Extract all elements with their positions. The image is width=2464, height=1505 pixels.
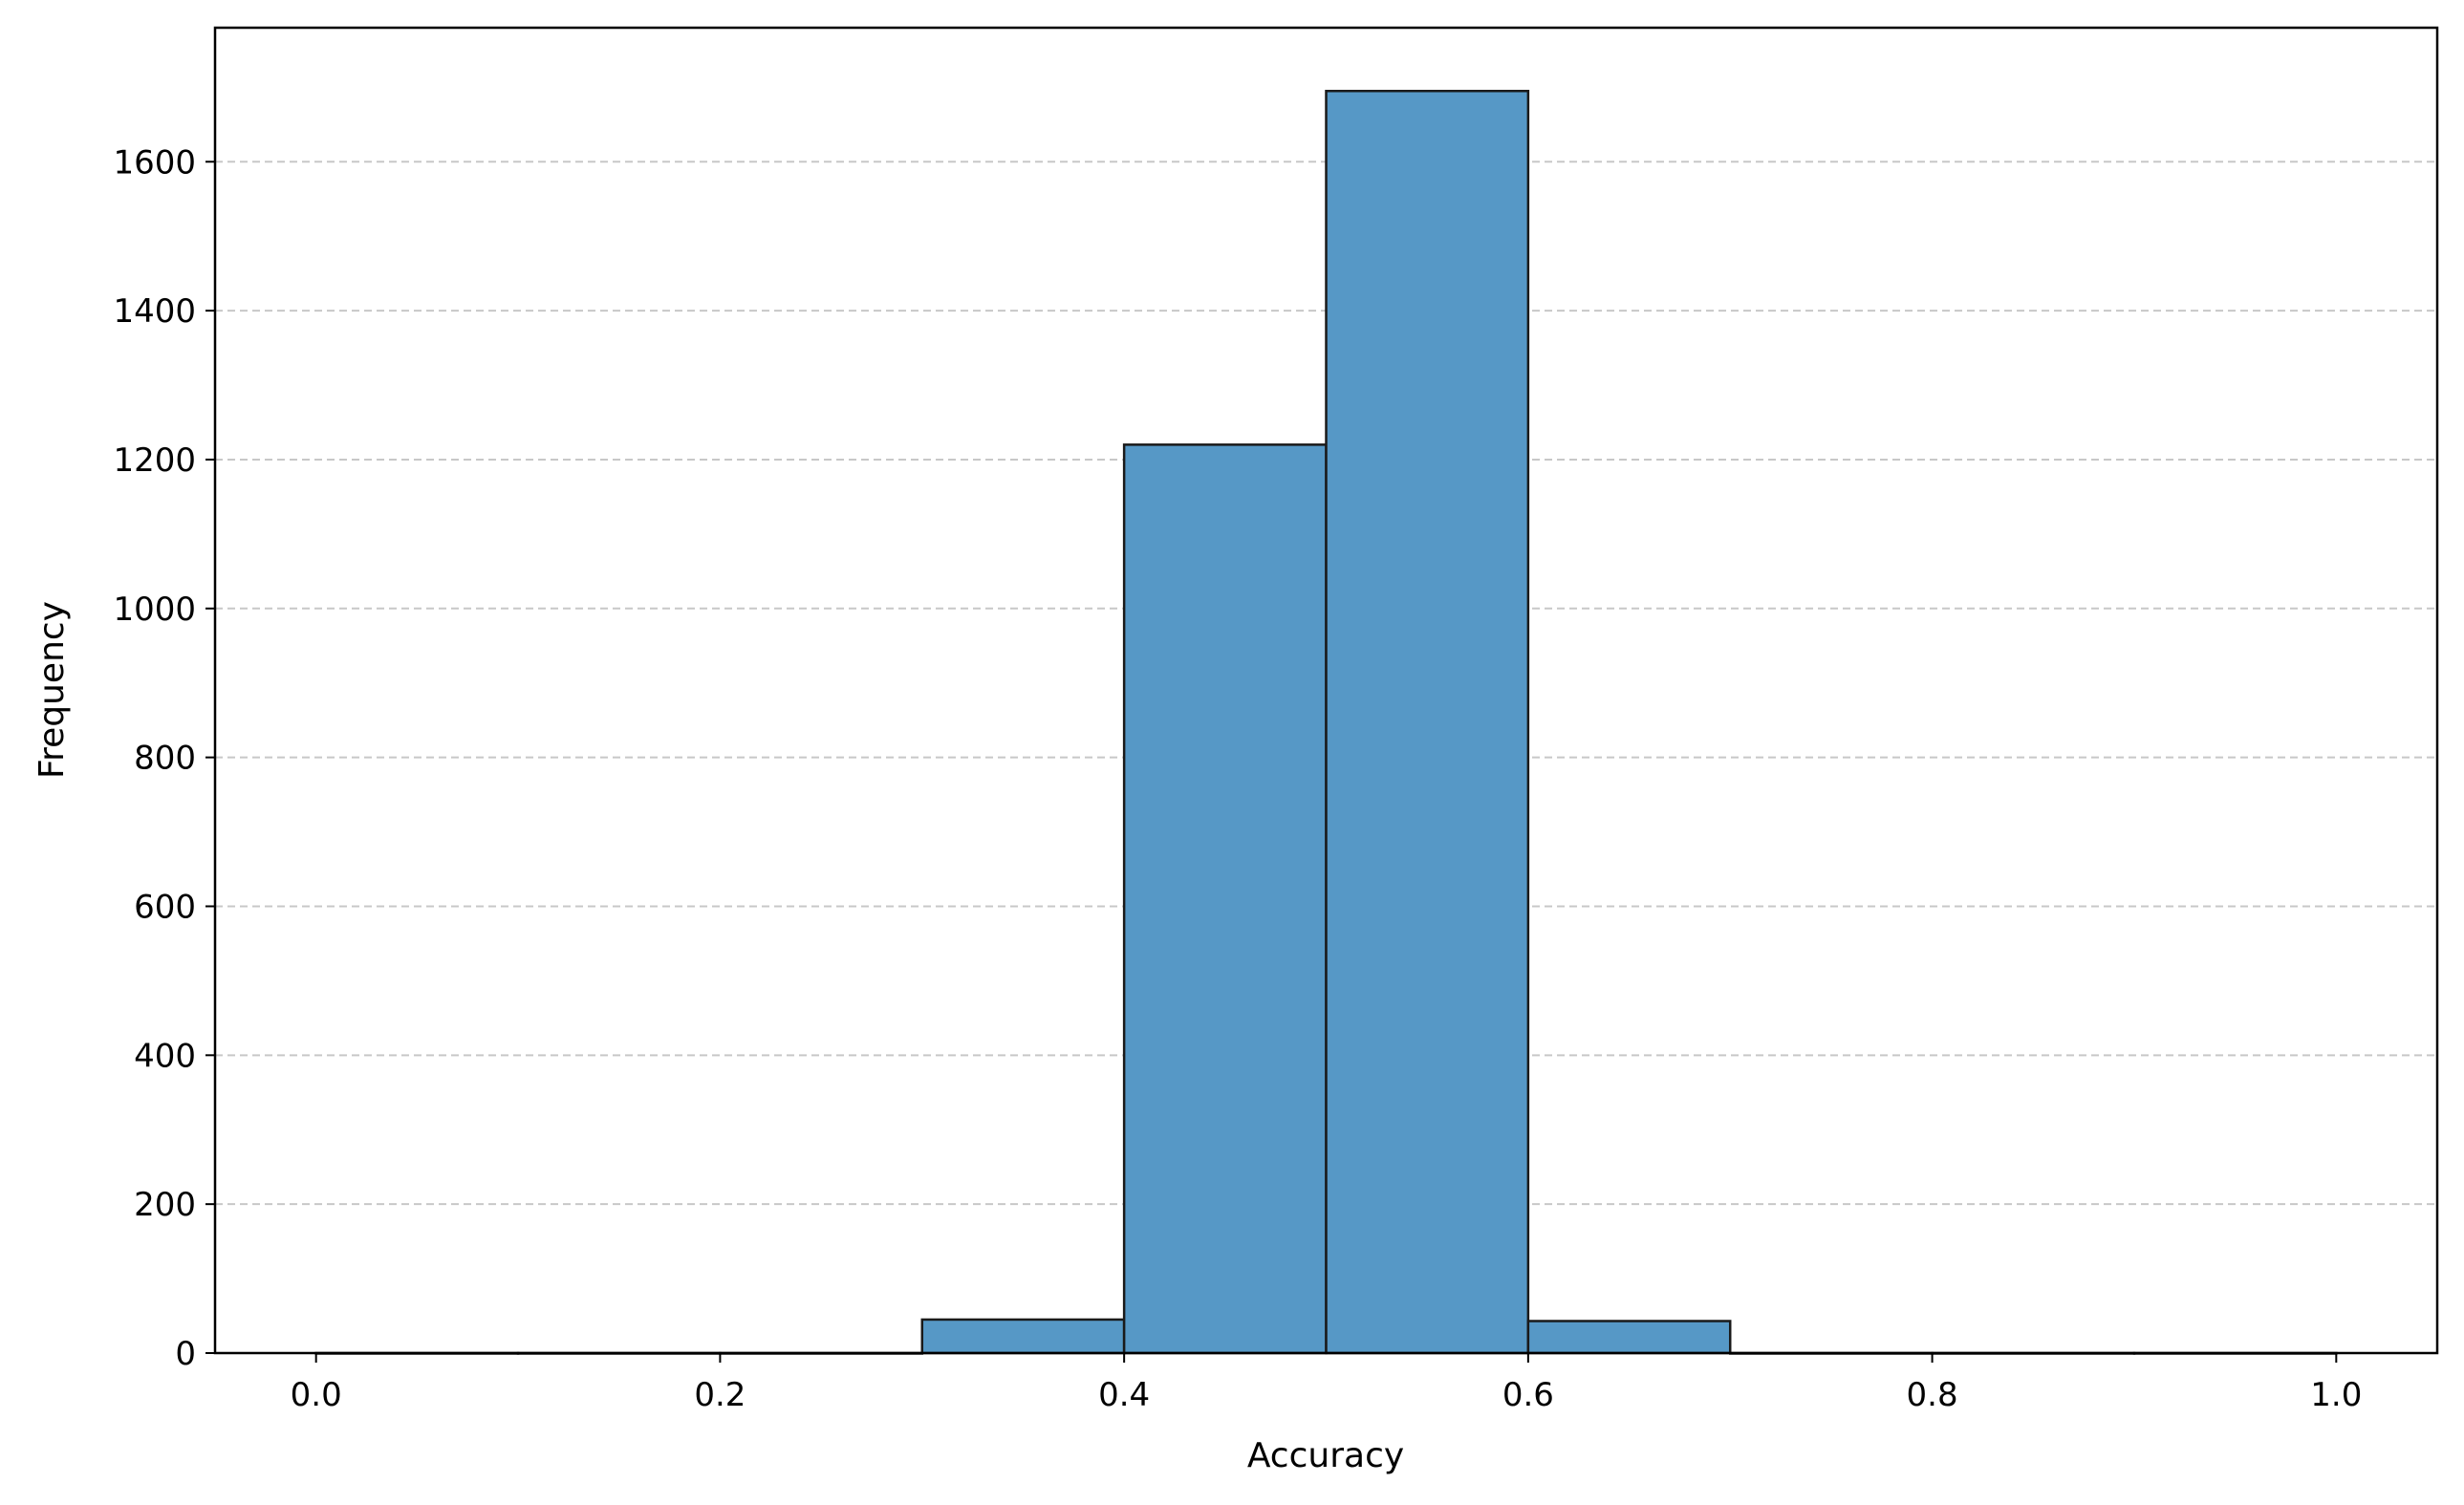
- y-tick-label: 400: [134, 1037, 196, 1075]
- histogram-bar: [1122, 443, 1328, 1355]
- y-tick-label: 200: [134, 1186, 196, 1224]
- bars-layer: [314, 89, 2338, 1355]
- x-tick-label: 0.0: [291, 1376, 342, 1414]
- x-tick-label: 1.0: [2310, 1376, 2362, 1414]
- x-tick-label: 0.8: [1907, 1376, 1958, 1414]
- y-tick-label: 800: [134, 740, 196, 778]
- y-tick-label: 1000: [113, 591, 196, 629]
- y-tick-label: 0: [175, 1335, 196, 1373]
- x-tick-label: 0.2: [694, 1376, 746, 1414]
- y-tick-label: 1600: [113, 143, 196, 182]
- y-axis-ticks: 0 200 400 600 800 1000 1200 1400 1600: [113, 143, 215, 1373]
- x-axis-ticks: 0.0 0.2 0.4 0.6 0.8 1.0: [291, 1353, 2362, 1414]
- histogram-bar: [1325, 89, 1530, 1355]
- plot-frame: [213, 26, 2439, 1355]
- histogram-bar: [920, 1318, 1126, 1355]
- histogram-bar: [1526, 1320, 1732, 1355]
- y-tick-label: 600: [134, 888, 196, 926]
- x-tick-label: 0.6: [1502, 1376, 1554, 1414]
- y-axis-label: Frequency: [32, 601, 72, 779]
- x-axis-label: Accuracy: [1247, 1436, 1404, 1475]
- y-tick-label: 1200: [113, 441, 196, 480]
- y-tick-label: 1400: [113, 292, 196, 331]
- x-tick-label: 0.4: [1098, 1376, 1150, 1414]
